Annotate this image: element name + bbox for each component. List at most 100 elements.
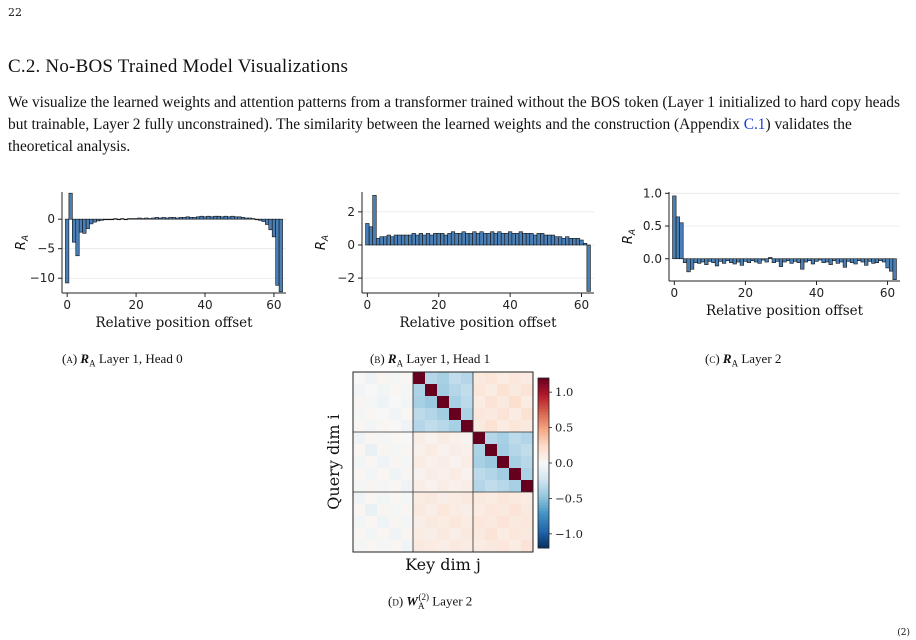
heatmap-cell bbox=[413, 432, 426, 445]
heatmap-cell bbox=[413, 540, 426, 553]
heatmap-cell bbox=[485, 540, 498, 553]
colorbar-segment bbox=[538, 528, 549, 532]
x-tick-label-c: 20 bbox=[738, 286, 753, 300]
bar-b bbox=[429, 234, 434, 246]
bar-c bbox=[682, 258, 688, 263]
bar-a bbox=[268, 218, 273, 231]
colorbar-segment bbox=[538, 440, 549, 444]
heatmap-cell bbox=[485, 528, 498, 541]
bar-c bbox=[725, 258, 730, 262]
bar-c bbox=[675, 216, 680, 260]
heatmap-cell bbox=[521, 408, 534, 421]
heatmap-cell bbox=[425, 504, 438, 517]
heatmap-cell bbox=[437, 372, 450, 385]
caption-d: (d) WA(2) Layer 2 bbox=[388, 592, 472, 611]
heatmap-cell bbox=[425, 384, 438, 397]
caption-subscript: A bbox=[731, 358, 739, 369]
heatmap-cell bbox=[485, 444, 498, 457]
heatmap-cell bbox=[437, 420, 450, 433]
y-axis-label-b: RA bbox=[314, 235, 331, 250]
caption-label: (d) bbox=[388, 593, 404, 609]
heatmap-x-label: Key dim j bbox=[405, 555, 481, 574]
heatmap-cell bbox=[497, 432, 510, 445]
heatmap-cell bbox=[413, 372, 426, 385]
bar-b bbox=[575, 238, 581, 246]
caption-b: (b) RA Layer 1, Head 1 bbox=[370, 351, 490, 369]
colorbar-segment bbox=[538, 448, 549, 453]
heatmap-cell bbox=[485, 492, 498, 505]
heatmap-cell bbox=[461, 504, 474, 517]
heatmap-cell bbox=[449, 372, 462, 385]
heatmap-cell bbox=[449, 480, 462, 493]
bar-b bbox=[493, 233, 498, 246]
heatmap-cell bbox=[521, 468, 534, 481]
heatmap-cell bbox=[461, 444, 474, 457]
bar-b bbox=[475, 233, 481, 246]
colorbar-segment bbox=[538, 414, 549, 419]
heatmap-cell bbox=[425, 372, 438, 385]
bar-c bbox=[746, 258, 752, 263]
bar-b bbox=[372, 195, 377, 246]
heatmap-cell bbox=[437, 432, 450, 445]
bar-c bbox=[782, 258, 787, 263]
colorbar-segment bbox=[538, 502, 549, 506]
heatmap-cell bbox=[449, 504, 462, 517]
heatmap-cell bbox=[485, 420, 498, 433]
heatmap-cell bbox=[389, 444, 402, 457]
bar-a bbox=[144, 217, 149, 220]
bar-c bbox=[807, 258, 812, 262]
heatmap-cell bbox=[473, 444, 486, 457]
bar-b bbox=[468, 233, 473, 246]
bar-a bbox=[123, 218, 128, 221]
heatmap-cell bbox=[449, 528, 462, 541]
bar-b bbox=[550, 234, 556, 246]
colorbar-segment bbox=[538, 451, 549, 455]
heatmap-cell bbox=[353, 468, 366, 481]
bar-a bbox=[113, 218, 118, 220]
heatmap-cell bbox=[521, 516, 534, 529]
heatmap-cell bbox=[377, 420, 390, 433]
bar-b bbox=[572, 238, 577, 246]
y-tick-label-b: −2 bbox=[337, 271, 355, 285]
heatmap-cell bbox=[365, 372, 378, 385]
x-tick-label-b: 20 bbox=[431, 298, 446, 312]
bar-b bbox=[561, 238, 566, 246]
heatmap-cell bbox=[497, 540, 510, 553]
paragraph-text-b: ) validates the theoretical analysis. bbox=[8, 116, 852, 155]
x-tick-label-a: 0 bbox=[63, 298, 71, 312]
colorbar-segment bbox=[538, 531, 549, 535]
body-paragraph: We visualize the learned weights and att… bbox=[8, 92, 908, 158]
appendix-link[interactable]: C.1 bbox=[743, 116, 766, 133]
heatmap-cell bbox=[497, 384, 510, 397]
colorbar-segment bbox=[538, 409, 549, 413]
heatmap-cell bbox=[461, 456, 474, 469]
caption-label: (b) bbox=[370, 351, 385, 366]
heatmap-cell bbox=[509, 540, 522, 553]
heatmap-cell bbox=[509, 408, 522, 421]
heatmap-cell bbox=[473, 516, 486, 529]
heatmap-cell bbox=[449, 540, 462, 553]
bar-a bbox=[275, 218, 280, 286]
heatmap-cell bbox=[353, 432, 366, 445]
bar-b bbox=[365, 223, 370, 246]
colorbar-segment bbox=[538, 423, 549, 427]
bar-a bbox=[227, 216, 232, 220]
bar-a bbox=[182, 217, 187, 220]
heatmap-cell bbox=[377, 516, 390, 529]
heatmap-cell bbox=[365, 408, 378, 421]
bar-b bbox=[383, 236, 388, 246]
heatmap-cell bbox=[353, 408, 366, 421]
heatmap-cell bbox=[521, 432, 534, 445]
bar-c bbox=[743, 258, 748, 262]
x-tick-label-b: 60 bbox=[574, 298, 589, 312]
heatmap-cell bbox=[389, 492, 402, 505]
heatmap-cell bbox=[473, 480, 486, 493]
caption-text: Layer 1, Head 1 bbox=[403, 351, 491, 366]
heatmap-cell bbox=[509, 516, 522, 529]
colorbar-segment bbox=[538, 505, 549, 509]
heatmap-cell bbox=[461, 396, 474, 409]
heatmap-cell bbox=[449, 420, 462, 433]
heatmap-cell bbox=[425, 456, 438, 469]
heatmap-cell bbox=[389, 480, 402, 493]
bar-a bbox=[92, 218, 97, 223]
